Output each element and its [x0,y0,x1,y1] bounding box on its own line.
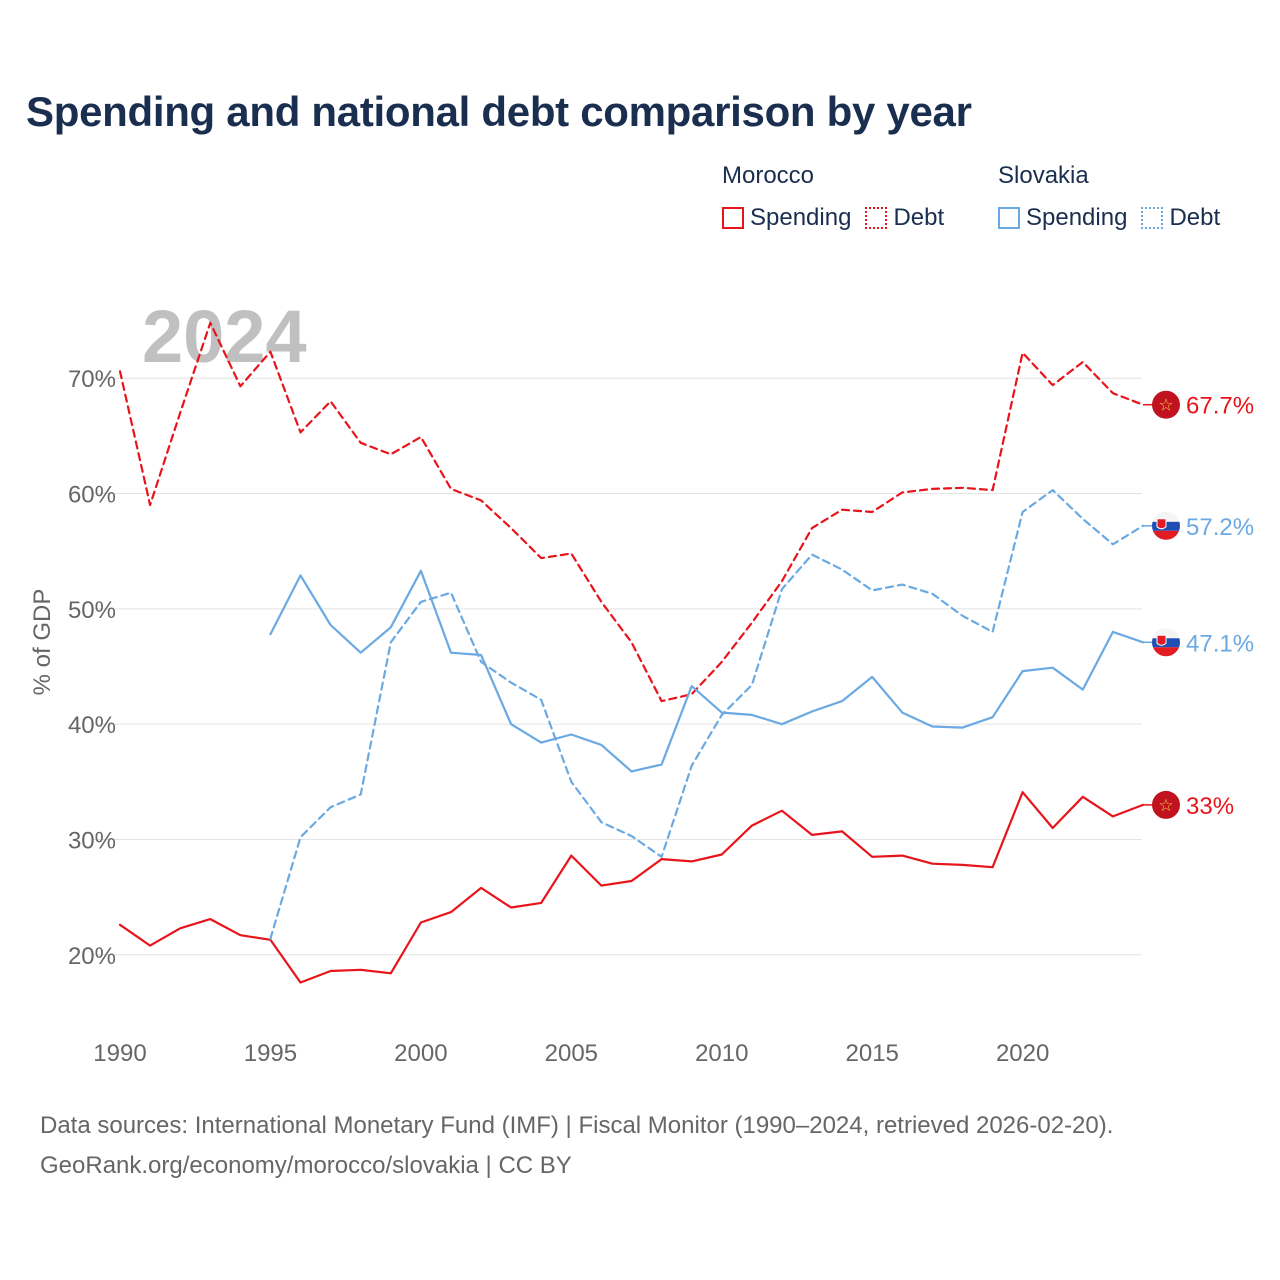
legend-country-slovakia: Slovakia [998,162,1089,189]
y-tick-label: 30% [68,827,116,854]
chart-title: Spending and national debt comparison by… [26,88,972,135]
x-tick-label: 2005 [545,1040,598,1067]
legend-swatch-dotted-icon [865,207,888,229]
morocco-flag-icon [1152,390,1180,419]
source-note: Data sources: International Monetary Fun… [40,1106,1113,1186]
x-tick-label: 2010 [695,1040,748,1067]
legend-swatch-solid-icon [722,207,744,229]
line-chart: 20% 30% 40% 50% 60% 70% 1990 1995 2000 2005 2010 20… [29,295,1254,1067]
pentagram-icon: ☆ [1158,796,1173,816]
slovakia-flag-icon [1152,628,1180,657]
pentagram-icon: ☆ [1158,396,1173,416]
y-tick-label: 20% [68,943,116,970]
series-line-slovakia-spending [269,569,1145,773]
x-tick-label: 2020 [996,1040,1049,1067]
x-tick-label: 1990 [93,1040,146,1067]
legend-group-slovakia: Slovakia Spending Debt [998,162,1220,232]
morocco-flag-icon [1152,790,1180,819]
legend-country-morocco: Morocco [722,162,815,189]
legend-item-slovakia-spending[interactable]: Spending [998,204,1127,232]
series-line-morocco-debt [118,321,1145,703]
end-value-label: 47.1% [1186,630,1254,657]
legend-swatch-solid-icon [998,207,1020,229]
slovakia-flag-icon [1152,511,1180,540]
legend-label: Debt [1169,204,1221,231]
legend-item-morocco-spending[interactable]: Spending [722,204,851,232]
legend-label: Spending [1026,204,1128,231]
legend-item-slovakia-debt[interactable]: Debt [1141,204,1220,232]
series-line-slovakia-debt [269,489,1145,940]
y-tick-label: 70% [68,366,116,393]
x-tick-label: 2015 [846,1040,899,1067]
end-value-label: 33% [1186,793,1234,820]
source-line-1: Data sources: International Monetary Fun… [40,1112,1114,1139]
end-value-label: 57.2% [1186,514,1254,541]
legend-item-morocco-debt[interactable]: Debt [865,204,944,232]
x-tick-label: 1995 [244,1040,297,1067]
y-tick-label: 40% [68,712,116,739]
year-watermark: 2024 [142,295,307,378]
legend-label: Spending [750,204,852,231]
legend-group-morocco: Morocco Spending Debt [722,162,944,232]
legend-label: Debt [893,204,945,231]
source-line-2: GeoRank.org/economy/morocco/slovakia | C… [40,1152,572,1179]
y-axis-label: % of GDP [29,589,56,696]
legend-swatch-dotted-icon [1141,207,1164,229]
y-tick-label: 50% [68,597,116,624]
x-tick-label: 2000 [394,1040,447,1067]
y-tick-label: 60% [68,482,116,509]
series-line-morocco-spending [118,791,1145,984]
end-value-label: 67.7% [1186,393,1254,420]
